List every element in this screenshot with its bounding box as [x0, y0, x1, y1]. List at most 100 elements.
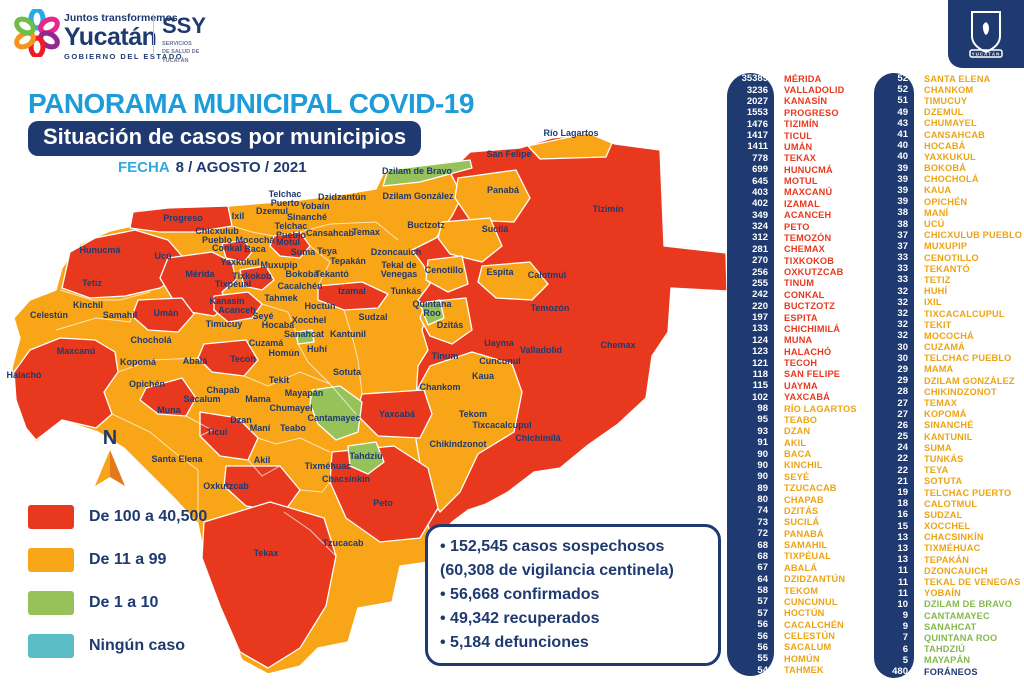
municipality-name: SUDZAL	[924, 509, 963, 520]
municipality-name: KOPOMÁ	[924, 409, 967, 420]
case-count: 312	[752, 232, 768, 244]
legend-item: De 100 a 40,500	[28, 505, 207, 529]
case-row: 3236 VALLADOLID	[727, 84, 857, 96]
case-row: 1417 TICUL	[727, 130, 857, 141]
case-row: 28 CHIKINDZONOT	[874, 386, 1022, 397]
case-count: 27	[897, 397, 908, 409]
map-label: Oxkutzcab	[203, 481, 249, 491]
map-label: Teabo	[280, 423, 306, 433]
case-count: 37	[897, 240, 908, 252]
municipality-name: TEYA	[924, 465, 949, 476]
date-line: FECHA 8 / AGOSTO / 2021	[118, 159, 307, 176]
municipality-name: ABALÁ	[784, 562, 818, 573]
municipality-name: SINANCHÉ	[924, 420, 974, 431]
case-row: 73 SUCILÁ	[727, 517, 857, 528]
municipality-name: RÍO LAGARTOS	[784, 403, 857, 414]
case-row: 33 TEKANTÓ	[874, 263, 1022, 274]
case-row: 2027 KANASÍN	[727, 96, 857, 107]
municipality-name: DZAN	[784, 426, 811, 437]
case-row: 118 SAN FELIPE	[727, 369, 857, 380]
municipality-name: DZONCAUICH	[924, 565, 988, 576]
case-count: 7	[902, 632, 908, 644]
count-pill-background	[874, 73, 914, 678]
case-count: 51	[897, 95, 908, 107]
map-label: Celestún	[30, 310, 68, 320]
map-label: Maxcanú	[57, 346, 96, 356]
case-count: 1417	[746, 130, 768, 142]
case-count: 26	[897, 419, 908, 431]
municipality-name: HOCTÚN	[784, 608, 825, 619]
municipality-name: ESPITA	[784, 312, 818, 323]
case-count: 13	[897, 531, 908, 543]
case-row: 49 DZEMUL	[874, 107, 1022, 118]
map-regions	[13, 132, 728, 669]
map-label: Tinum	[432, 351, 459, 361]
case-count: 13	[897, 554, 908, 566]
boundary-lines	[55, 221, 399, 557]
case-row: 1553 PROGRESO	[727, 107, 857, 118]
municipality-name: YAXCABÁ	[784, 392, 830, 403]
case-row: 37 MUXUPIP	[874, 241, 1022, 252]
case-count: 24	[897, 442, 908, 454]
case-row: 51 TIMUCUY	[874, 95, 1022, 106]
map-label: Panabá	[487, 185, 520, 195]
map-label: San Felipe	[486, 149, 531, 159]
legend-item: Ningún caso	[28, 634, 207, 658]
municipality-name: TZUCACAB	[784, 483, 837, 494]
case-row: 40 HOCABÁ	[874, 140, 1022, 151]
map-label: Espita	[486, 267, 514, 277]
municipality-name: TINUM	[784, 278, 815, 289]
municipality-name: MAXCANÚ	[784, 187, 833, 198]
map-label: Kinchil	[73, 300, 103, 310]
municipality-name: TEKIT	[924, 319, 952, 330]
case-row: 72 PANABÁ	[727, 528, 857, 539]
municipality-name: DZILAM GONZÁLEZ	[924, 375, 1015, 386]
case-count: 32	[897, 296, 908, 308]
case-count: 32	[897, 285, 908, 297]
map-label: Dzan	[230, 415, 252, 425]
case-count: 121	[752, 357, 768, 369]
municipality-name: TEKOM	[784, 585, 819, 596]
case-count: 33	[897, 274, 908, 286]
case-row: 270 TIXKOKOB	[727, 255, 857, 266]
municipality-name: CENOTILLO	[924, 252, 979, 263]
case-count: 93	[757, 425, 768, 437]
map-label: Kantunil	[330, 329, 366, 339]
map-label: Mérida	[185, 269, 215, 279]
case-row: 24 SUMA	[874, 442, 1022, 453]
municipality-name: HALACHÓ	[784, 346, 832, 357]
government-logo-icon	[14, 9, 60, 57]
municipality-name: CONKAL	[784, 289, 825, 300]
municipality-name: SUMA	[924, 442, 952, 453]
municipality-name: TIXMÉHUAC	[924, 543, 981, 554]
case-row: 102 YAXCABÁ	[727, 392, 857, 403]
map-label: Buctzotz	[407, 220, 445, 230]
case-row: 35389 MÉRIDA	[727, 73, 857, 84]
case-count: 57	[757, 596, 768, 608]
case-row: 324 PETO	[727, 221, 857, 232]
map-label: Cuncunul	[479, 356, 521, 366]
municipality-name: PETO	[784, 221, 810, 232]
case-row: 11 TEKAL DE VENEGAS	[874, 576, 1022, 588]
case-row: 64 DZIDZANTÚN	[727, 574, 857, 585]
case-count: 72	[757, 528, 768, 540]
map-label: Cacalchén	[277, 281, 322, 291]
municipality-name: TEMOZÓN	[784, 232, 832, 243]
map-label: Uayma	[484, 338, 515, 348]
cases-rows: 52 SANTA ELENA 52 CHANKOM 51 TIMUCUY 49 DZEMUL 4…	[874, 73, 1022, 677]
map-label: Maní	[250, 423, 271, 433]
case-row: 22 TEYA	[874, 465, 1022, 476]
case-count: 25	[897, 431, 908, 443]
map-label: Calotmul	[528, 270, 567, 280]
map-label: Chemax	[600, 340, 635, 350]
case-count: 89	[757, 482, 768, 494]
case-row: 38 UCÚ	[874, 218, 1022, 230]
case-count: 95	[757, 414, 768, 426]
map-label: Peto	[373, 498, 393, 508]
map-label: Akil	[254, 455, 271, 465]
municipality-name: CANSAHCAB	[924, 129, 986, 140]
case-count: 197	[752, 312, 768, 324]
stats-line: • 56,668 confirmados	[440, 586, 600, 603]
case-count: 133	[752, 323, 768, 335]
municipality-name: MAYAPÁN	[924, 655, 971, 666]
